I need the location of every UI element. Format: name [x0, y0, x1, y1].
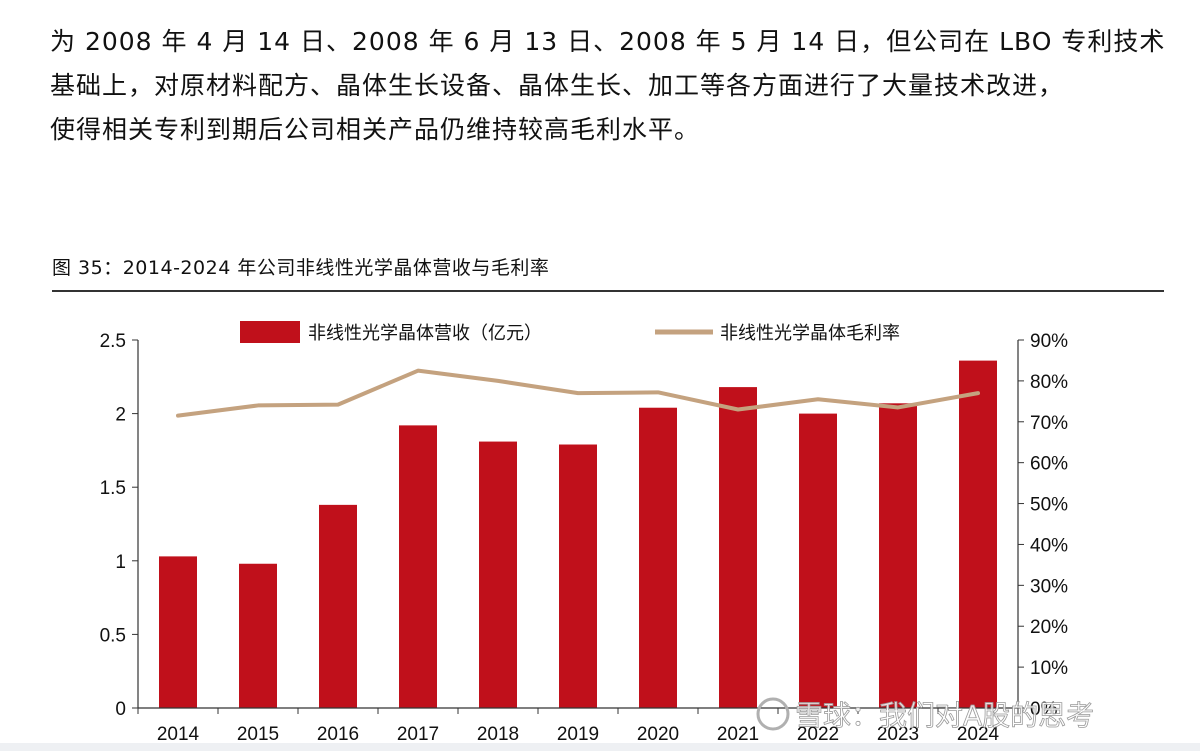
left-tick-label: 1.5: [100, 478, 126, 499]
revenue-bar-2014: [159, 556, 197, 708]
x-tick-label: 2018: [477, 724, 519, 745]
revenue-bar-2017: [399, 425, 437, 708]
legend-revenue-label: 非线性光学晶体营收（亿元）: [308, 323, 542, 344]
figure-title: 图 35：2014-2024 年公司非线性光学晶体营收与毛利率: [52, 257, 550, 279]
title-divider: [52, 290, 1164, 292]
x-tick-label: 2015: [237, 724, 279, 745]
x-tick-label: 2024: [957, 724, 1000, 745]
legend-revenue-swatch: [240, 321, 300, 343]
left-tick-label: 2.5: [100, 331, 126, 352]
x-tick-label: 2017: [397, 724, 439, 745]
x-tick-label: 2016: [317, 724, 359, 745]
right-tick-label: 40%: [1030, 535, 1068, 556]
watermark-text: 雪球：我们对A股的思考: [795, 699, 1094, 732]
right-tick-label: 0%: [1030, 699, 1058, 720]
paragraph-line-2: 基础上，对原材料配方、晶体生长设备、晶体生长、加工等各方面进行了大量技术改进，: [50, 71, 1065, 100]
x-tick-label: 2023: [877, 724, 919, 745]
revenue-bar-2023: [879, 403, 917, 708]
watermark-logo-icon: [756, 697, 790, 731]
x-tick-label: 2022: [797, 724, 839, 745]
right-tick-label: 10%: [1030, 658, 1068, 679]
revenue-bar-2019: [559, 444, 597, 708]
revenue-bar-2021: [719, 387, 757, 708]
right-tick-label: 70%: [1030, 413, 1068, 434]
right-tick-label: 50%: [1030, 495, 1068, 516]
right-tick-label: 30%: [1030, 576, 1068, 597]
right-tick-label: 20%: [1030, 617, 1068, 638]
right-tick-label: 60%: [1030, 454, 1068, 475]
revenue-bar-2015: [239, 563, 277, 708]
right-tick-label: 80%: [1030, 372, 1068, 393]
left-tick-label: 2: [115, 405, 126, 426]
x-tick-label: 2014: [157, 724, 200, 745]
watermark: 雪球：我们对A股的思考: [756, 697, 1095, 732]
paragraph-line-3: 使得相关专利到期后公司相关产品仍维持较高毛利水平。: [50, 115, 701, 144]
revenue-bar-2016: [319, 504, 357, 708]
left-tick-label: 0.5: [100, 625, 126, 646]
revenue-bar-2020: [639, 407, 677, 708]
left-tick-label: 1: [115, 552, 126, 573]
paragraph-line-1: 为 2008 年 4 月 14 日、2008 年 6 月 13 日、2008 年…: [50, 27, 1166, 56]
revenue-bar-2018: [479, 441, 517, 708]
x-tick-label: 2020: [637, 724, 679, 745]
legend-margin-label: 非线性光学晶体毛利率: [720, 323, 900, 344]
x-tick-label: 2021: [717, 724, 759, 745]
body-paragraph: 为 2008 年 4 月 14 日、2008 年 6 月 13 日、2008 年…: [50, 20, 1170, 152]
revenue-bar-2024: [959, 360, 997, 708]
left-tick-label: 0: [115, 699, 126, 720]
revenue-bar-2022: [799, 413, 837, 708]
x-tick-label: 2019: [557, 724, 599, 745]
page-bottom-bar: [0, 743, 1200, 751]
right-tick-label: 90%: [1030, 331, 1068, 352]
gross-margin-line: [176, 368, 980, 418]
